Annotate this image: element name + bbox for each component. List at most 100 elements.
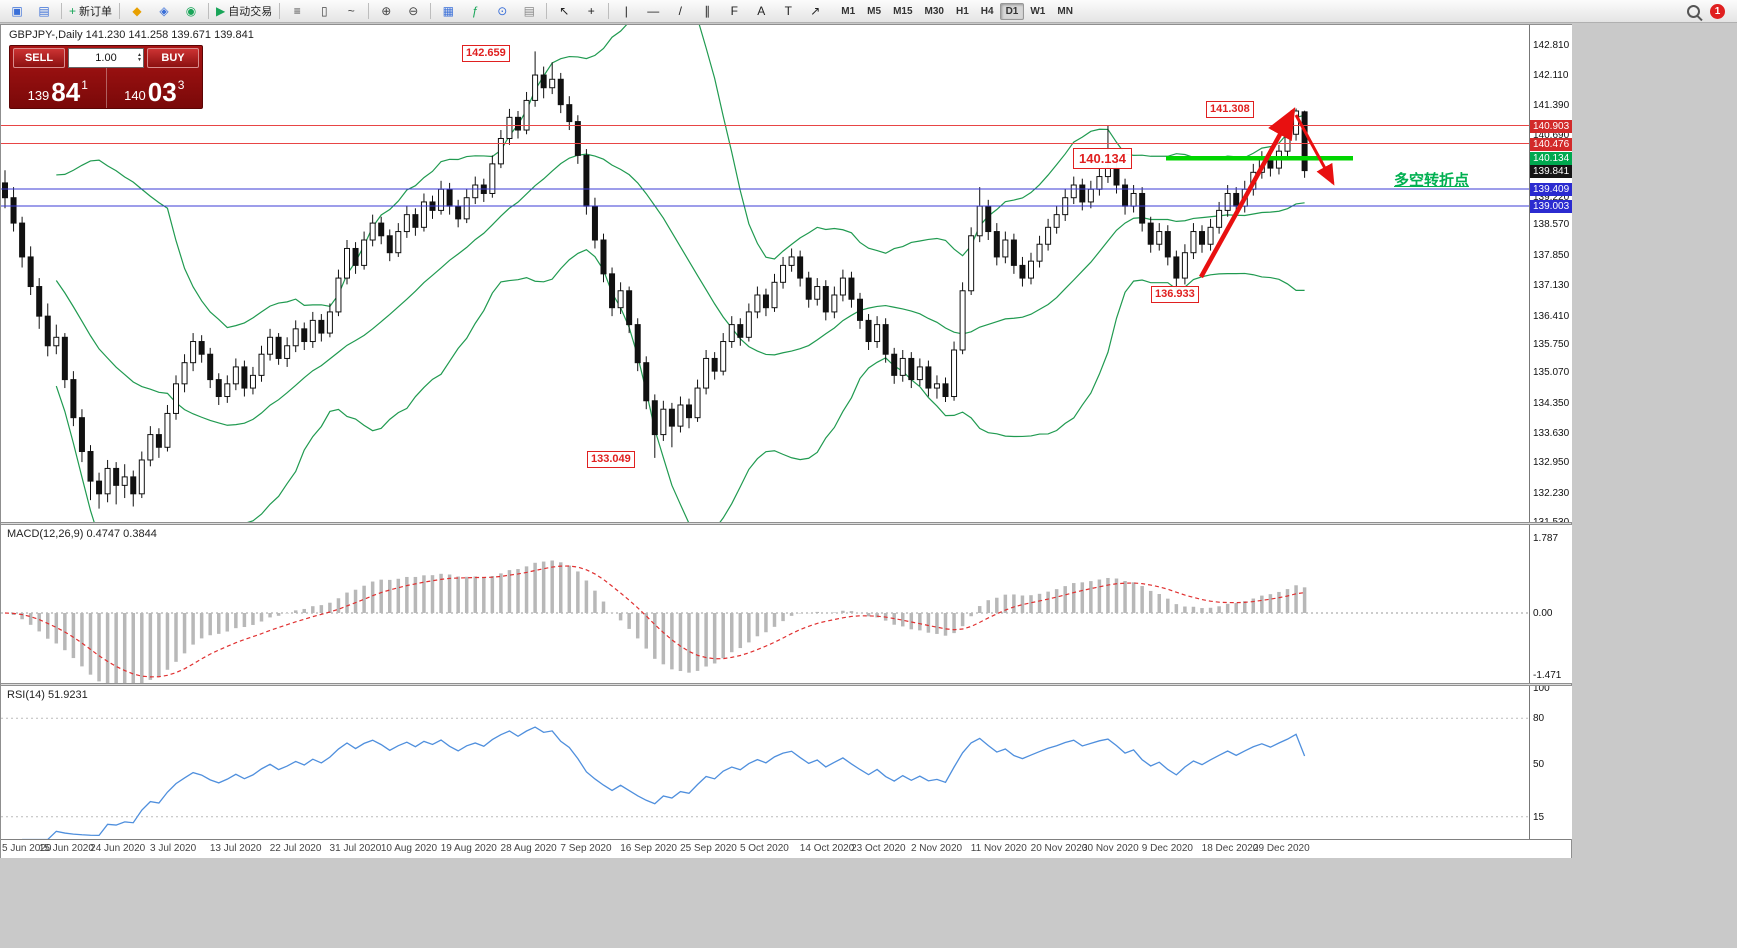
price-annotation[interactable]: 133.049 [587, 451, 635, 468]
buy-price[interactable]: 140 03 3 [105, 68, 203, 108]
price-tick: 134.350 [1533, 397, 1570, 409]
price-tick: 135.070 [1533, 367, 1570, 379]
fibonacci-icon[interactable]: F [721, 1, 747, 21]
volume-spinner[interactable]: ▲ ▼ [137, 49, 142, 67]
date-label: 9 Dec 2020 [1141, 843, 1193, 854]
spinner-up-icon[interactable]: ▲ [137, 52, 142, 58]
price-tick: 135.750 [1533, 338, 1570, 350]
rsi-axis[interactable]: 100 80 50 15 [1529, 686, 1572, 839]
main-chart-panel[interactable]: GBPJPY-,Daily 141.230 141.258 139.671 13… [1, 25, 1529, 522]
price-axis[interactable]: 142.810 142.110 141.390 140.690 139.220 138.5… [1529, 25, 1572, 522]
panel-splitter[interactable] [1, 683, 1571, 686]
horizontal-line-icon[interactable]: — [640, 1, 666, 21]
indicators-icon[interactable]: ƒ [462, 1, 488, 21]
autotrade-button-label: 自动交易 [228, 6, 273, 18]
market-watch-icon[interactable]: ◆ [124, 1, 150, 21]
buy-button[interactable]: BUY [147, 48, 199, 68]
macd-tick: 1.787 [1533, 532, 1559, 544]
trendline-icon[interactable]: / [667, 1, 693, 21]
date-label: 16 Sep 2020 [620, 843, 677, 854]
new-chart-icon[interactable]: ▣ [4, 1, 30, 21]
label-icon: T [784, 4, 792, 18]
price-tick: 140.690 [1533, 129, 1570, 141]
toolbar-separator [608, 3, 610, 19]
channel-icon[interactable]: ∥ [694, 1, 720, 21]
arrows-icon[interactable]: ↗ [802, 1, 828, 21]
volume-input[interactable]: 1.00 ▲ ▼ [68, 48, 144, 68]
timeframe-w1[interactable]: W1 [1030, 5, 1046, 17]
timeframe-d1[interactable]: D1 [999, 2, 1025, 20]
zoom-out-icon: ⊖ [408, 4, 419, 18]
text-icon[interactable]: A [748, 1, 774, 21]
panel-splitter[interactable] [1, 522, 1571, 525]
templates-icon[interactable]: ▤ [516, 1, 542, 21]
bar-chart-icon[interactable]: ≡ [284, 1, 310, 21]
zoom-in-icon: ⊕ [381, 4, 392, 18]
timeframe-h1[interactable]: H1 [955, 5, 969, 17]
timeframe-mn[interactable]: MN [1057, 5, 1073, 17]
sell-button[interactable]: SELL [13, 48, 65, 68]
sell-price[interactable]: 139 84 1 [10, 68, 106, 108]
one-click-trade-panel: SELL 1.00 ▲ ▼ BUY 139 84 1 140 03 3 [9, 45, 203, 109]
window-layout-icon: ▤ [38, 4, 50, 18]
timeframe-m1[interactable]: M1 [841, 5, 856, 17]
label-icon[interactable]: T [775, 1, 801, 21]
search-icon[interactable] [1687, 4, 1700, 18]
date-label: 15 Jun 2020 [38, 843, 94, 854]
vertical-line-icon[interactable]: | [613, 1, 639, 21]
price-annotation[interactable]: 136.933 [1151, 286, 1199, 303]
price-annotation[interactable]: 142.659 [462, 45, 510, 62]
rsi-panel[interactable]: RSI(14) 51.9231 [1, 686, 1529, 839]
crosshair-icon: + [587, 4, 595, 18]
rsi-tick: 100 [1533, 686, 1550, 694]
price-annotation[interactable]: 140.134 [1073, 148, 1132, 169]
date-label: 28 Aug 2020 [500, 843, 557, 854]
tile-windows-icon: ▦ [442, 4, 454, 18]
price-badge: 139.003 [1530, 200, 1572, 214]
autotrade-button: ▶ [216, 4, 226, 18]
candlestick-icon[interactable]: ▯ [311, 1, 337, 21]
date-label: 22 Jul 2020 [269, 843, 322, 854]
tile-windows-icon[interactable]: ▦ [435, 1, 461, 21]
line-chart-icon[interactable]: ~ [338, 1, 364, 21]
trendline-icon: / [678, 4, 682, 18]
macd-panel[interactable]: MACD(12,26,9) 0.4747 0.3844 [1, 525, 1529, 683]
price-tick: 141.390 [1533, 100, 1570, 112]
notification-badge[interactable]: 1 [1710, 3, 1725, 19]
price-tick: 139.220 [1533, 191, 1570, 203]
cursor-icon[interactable]: ↖ [551, 1, 577, 21]
date-label: 5 Jun 2020 [2, 843, 52, 854]
date-axis[interactable]: 5 Jun 2020 15 Jun 2020 24 Jun 2020 3 Jul 20… [1, 839, 1571, 858]
zoom-out-icon[interactable]: ⊖ [400, 1, 426, 21]
window-layout-icon[interactable]: ▤ [31, 1, 57, 21]
price-tick: 131.530 [1533, 517, 1569, 522]
zoom-in-icon[interactable]: ⊕ [373, 1, 399, 21]
rsi-tick: 50 [1533, 758, 1545, 770]
buy-price-base: 140 [124, 87, 146, 103]
crosshair-icon[interactable]: + [578, 1, 604, 21]
data-window-icon[interactable]: ◈ [151, 1, 177, 21]
chart-note-text[interactable]: 多空转折点 [1394, 172, 1470, 189]
macd-axis[interactable]: 1.787 0.00 -1.471 [1529, 525, 1572, 683]
price-annotation[interactable]: 141.308 [1206, 101, 1254, 118]
sell-price-point: 1 [81, 78, 88, 92]
fibonacci-icon: F [730, 4, 738, 18]
price-tick: 137.850 [1533, 249, 1570, 261]
navigator-icon[interactable]: ◉ [178, 1, 204, 21]
spinner-down-icon[interactable]: ▼ [137, 57, 142, 63]
horizontal-line-icon: — [647, 4, 660, 18]
autotrade-button[interactable]: ▶ 自动交易 [213, 1, 275, 21]
timeframe-m30[interactable]: M30 [924, 5, 944, 17]
timeframe-h4[interactable]: H4 [980, 5, 994, 17]
periods-icon: ⊙ [497, 4, 508, 18]
candlestick-icon: ▯ [320, 4, 328, 18]
price-badge: 140.903 [1530, 119, 1572, 133]
periods-icon[interactable]: ⊙ [489, 1, 515, 21]
new-order-button: + [69, 4, 77, 18]
text-icon: A [757, 4, 766, 18]
timeframe-m15[interactable]: M15 [893, 5, 913, 17]
timeframe-m5[interactable]: M5 [867, 5, 882, 17]
candlestick-chart[interactable] [1, 25, 1529, 522]
price-badge: 139.841 [1530, 164, 1572, 178]
new-order-button[interactable]: + 新订单 [66, 1, 115, 21]
